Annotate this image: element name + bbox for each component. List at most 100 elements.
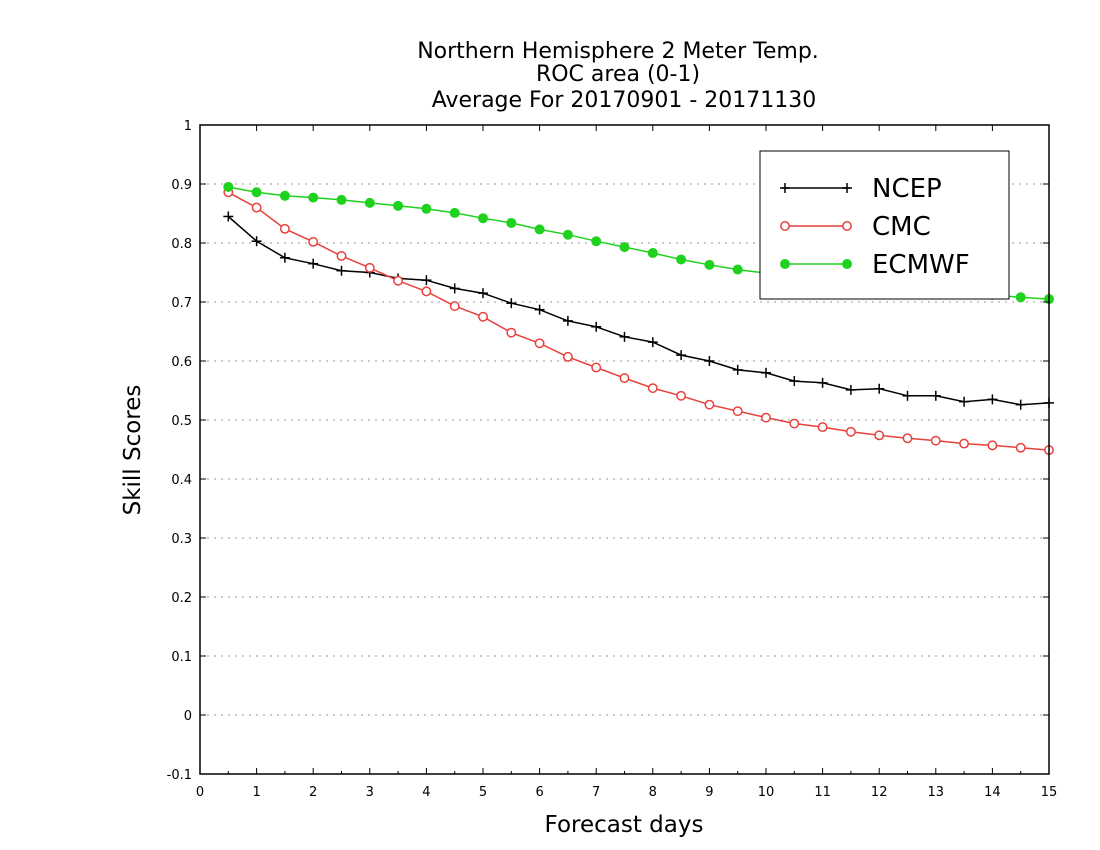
data-point-ncep xyxy=(959,396,970,407)
data-point-cmc xyxy=(704,399,715,410)
data-point-ncep xyxy=(562,315,573,326)
data-point-ecmwf xyxy=(591,236,602,247)
x-tick-label: 1 xyxy=(252,785,260,800)
y-tick-label: 0 xyxy=(184,709,192,724)
y-tick-label: 0.5 xyxy=(171,414,192,429)
data-point-ecmwf xyxy=(336,194,347,205)
data-point-cmc xyxy=(845,426,856,437)
legend-entry-ecmwf: ECMWF xyxy=(780,250,970,280)
data-point-ecmwf xyxy=(251,187,262,198)
legend-marker xyxy=(842,259,852,269)
data-point-ncep xyxy=(279,252,290,263)
data-point-ecmwf xyxy=(393,200,404,211)
data-point-ecmwf xyxy=(421,203,432,214)
data-point-cmc xyxy=(308,236,319,247)
data-point-ecmwf xyxy=(732,264,743,275)
data-point-ncep xyxy=(308,258,319,269)
x-tick-label: 12 xyxy=(871,785,888,800)
data-point-ncep xyxy=(845,384,856,395)
legend-label: ECMWF xyxy=(872,250,970,280)
x-tick-label: 5 xyxy=(479,785,487,800)
data-point-cmc xyxy=(987,440,998,451)
data-point-ncep xyxy=(506,298,517,309)
legend-entry-ncep: NCEP xyxy=(780,174,942,204)
data-point-cmc xyxy=(506,327,517,338)
data-point-ncep xyxy=(817,377,828,388)
data-point-ncep xyxy=(223,211,234,222)
legend-marker xyxy=(842,221,852,231)
y-tick-label: 0.1 xyxy=(171,650,192,665)
data-point-ncep xyxy=(874,383,885,394)
y-tick-label: 0.3 xyxy=(171,532,192,547)
x-tick-label: 6 xyxy=(535,785,543,800)
data-point-ecmwf xyxy=(676,254,687,265)
legend-label: CMC xyxy=(872,212,931,242)
data-point-ncep xyxy=(930,390,941,401)
data-point-ecmwf xyxy=(223,181,234,192)
data-point-ncep xyxy=(449,283,460,294)
legend-marker xyxy=(780,183,790,193)
data-point-cmc xyxy=(676,390,687,401)
data-point-ecmwf xyxy=(279,190,290,201)
legend-box xyxy=(759,150,1010,300)
data-point-cmc xyxy=(902,433,913,444)
legend-marker xyxy=(780,259,790,269)
data-point-ncep xyxy=(761,367,771,378)
y-tick-label: 0.6 xyxy=(171,355,192,370)
chart-title-line-3: Average For 20170901 - 20171130 xyxy=(432,88,817,113)
data-point-ecmwf xyxy=(364,197,375,208)
data-point-ncep xyxy=(789,376,800,387)
y-tick-label: 0.7 xyxy=(171,296,192,311)
data-point-cmc xyxy=(251,202,262,213)
data-point-cmc xyxy=(789,418,800,429)
data-point-ncep xyxy=(987,394,998,405)
x-tick-label: 15 xyxy=(1041,785,1058,800)
chart-title-line-2: ROC area (0-1) xyxy=(536,62,700,87)
data-point-ncep xyxy=(676,350,687,361)
data-point-ncep xyxy=(336,265,347,276)
data-point-cmc xyxy=(364,262,375,273)
y-tick-label: 0.9 xyxy=(171,178,192,193)
data-point-cmc xyxy=(478,311,488,322)
data-point-ecmwf xyxy=(506,217,517,228)
data-point-ecmwf xyxy=(562,229,573,240)
data-point-cmc xyxy=(959,438,970,449)
data-point-cmc xyxy=(591,362,602,373)
data-point-ecmwf xyxy=(1015,292,1026,303)
legend-marker xyxy=(780,221,790,231)
legend: NCEP CMC ECMWF xyxy=(759,150,1010,300)
data-point-ncep xyxy=(902,390,913,401)
x-tick-label: 7 xyxy=(592,785,600,800)
x-tick-label: 2 xyxy=(309,785,317,800)
data-point-ncep xyxy=(647,337,658,348)
x-tick-label: 9 xyxy=(705,785,713,800)
data-point-ecmwf xyxy=(478,213,488,224)
data-point-ecmwf xyxy=(619,242,630,253)
data-point-cmc xyxy=(279,223,290,234)
y-axis: -0.1 0 0.1 0.2 0.3 0.4 0.5 0.6 0.7 0.8 0.9 1 xyxy=(167,119,1049,783)
data-point-ncep xyxy=(704,356,715,366)
data-point-ncep xyxy=(478,288,488,299)
y-tick-label: 0.8 xyxy=(171,237,192,252)
series-ncep xyxy=(223,211,1054,410)
legend-label: NCEP xyxy=(872,174,942,204)
data-point-ncep xyxy=(421,275,432,286)
data-point-cmc xyxy=(874,430,885,441)
data-point-ecmwf xyxy=(308,192,319,203)
x-tick-label: 14 xyxy=(984,785,1001,800)
x-tick-label: 13 xyxy=(928,785,945,800)
data-point-ncep xyxy=(591,321,602,332)
data-point-cmc xyxy=(562,351,573,362)
data-point-ncep xyxy=(251,236,262,247)
x-tick-label: 8 xyxy=(649,785,657,800)
legend-entry-cmc: CMC xyxy=(780,212,931,242)
data-point-ncep xyxy=(619,331,630,342)
y-tick-label: -0.1 xyxy=(167,768,192,783)
data-point-ncep xyxy=(1015,399,1026,410)
data-point-ecmwf xyxy=(534,224,545,235)
data-point-ecmwf xyxy=(647,248,658,259)
y-tick-label: 0.2 xyxy=(171,591,192,606)
data-point-cmc xyxy=(1015,442,1026,453)
